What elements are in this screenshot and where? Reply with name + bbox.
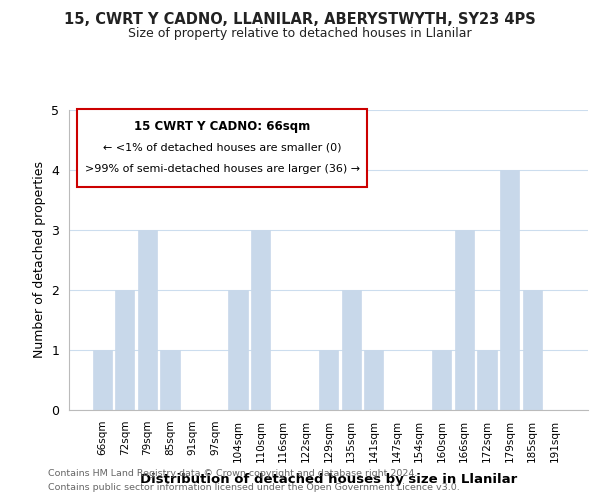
Bar bbox=[364, 350, 383, 410]
Bar bbox=[477, 350, 497, 410]
Text: Contains HM Land Registry data © Crown copyright and database right 2024.: Contains HM Land Registry data © Crown c… bbox=[48, 468, 418, 477]
Bar bbox=[341, 290, 361, 410]
Bar bbox=[138, 230, 157, 410]
Text: Size of property relative to detached houses in Llanilar: Size of property relative to detached ho… bbox=[128, 28, 472, 40]
Bar bbox=[160, 350, 180, 410]
Text: 15 CWRT Y CADNO: 66sqm: 15 CWRT Y CADNO: 66sqm bbox=[134, 120, 310, 133]
Bar bbox=[251, 230, 270, 410]
Bar bbox=[500, 170, 519, 410]
Bar bbox=[229, 290, 248, 410]
Bar bbox=[92, 350, 112, 410]
Text: 15, CWRT Y CADNO, LLANILAR, ABERYSTWYTH, SY23 4PS: 15, CWRT Y CADNO, LLANILAR, ABERYSTWYTH,… bbox=[64, 12, 536, 28]
X-axis label: Distribution of detached houses by size in Llanilar: Distribution of detached houses by size … bbox=[140, 473, 517, 486]
FancyBboxPatch shape bbox=[77, 108, 367, 186]
Bar bbox=[523, 290, 542, 410]
Bar bbox=[455, 230, 474, 410]
Text: Contains public sector information licensed under the Open Government Licence v3: Contains public sector information licen… bbox=[48, 484, 460, 492]
Bar bbox=[115, 290, 134, 410]
Bar bbox=[432, 350, 451, 410]
Y-axis label: Number of detached properties: Number of detached properties bbox=[33, 162, 46, 358]
Text: >99% of semi-detached houses are larger (36) →: >99% of semi-detached houses are larger … bbox=[85, 164, 359, 173]
Bar bbox=[319, 350, 338, 410]
Text: ← <1% of detached houses are smaller (0): ← <1% of detached houses are smaller (0) bbox=[103, 142, 341, 152]
